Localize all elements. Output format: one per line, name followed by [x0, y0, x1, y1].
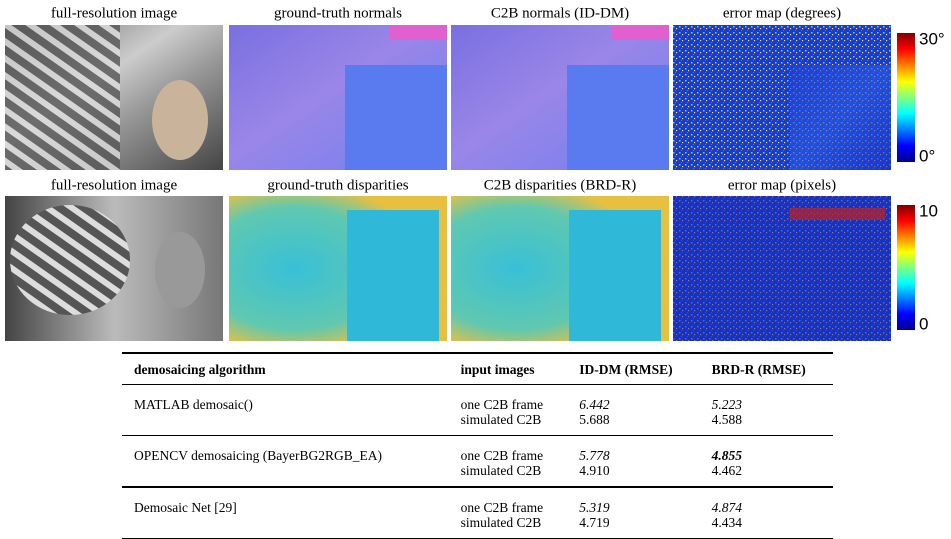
- disparity-card: [347, 210, 439, 341]
- normals-top: [390, 25, 447, 40]
- input-cell: one C2B frame: [449, 487, 568, 516]
- value-cell: 5.319: [567, 487, 699, 516]
- value-cell: 4.462: [700, 463, 833, 487]
- value-cell: 4.719: [567, 515, 699, 538]
- table-row: OPENCV demosaicing (BayerBG2RGB_EA)one C…: [122, 435, 833, 463]
- empty-cell: [122, 463, 449, 487]
- panel-caption: C2B normals (ID-DM): [491, 5, 629, 21]
- header-cell: ID-DM (RMSE): [567, 353, 699, 384]
- colorbar-min-label: 0: [919, 314, 928, 333]
- panel-caption: full-resolution image: [51, 177, 178, 193]
- disparity-card: [569, 210, 661, 341]
- face: [152, 80, 208, 160]
- hat-stripes: [10, 205, 130, 315]
- error-card: [790, 65, 891, 170]
- image-row-1: [5, 25, 915, 170]
- value-cell: 5.778: [567, 435, 699, 463]
- algorithm-cell: Demosaic Net [29]: [122, 487, 449, 516]
- empty-cell: [122, 412, 449, 435]
- value-cell: 4.855: [700, 435, 833, 463]
- panel-caption: full-resolution image: [51, 5, 178, 21]
- empty-cell: [122, 515, 449, 538]
- figure: full-resolution image ground-truth normal…: [0, 0, 951, 345]
- image-row-2: [5, 196, 915, 341]
- colorbar-max-label: 10: [919, 201, 938, 220]
- value-cell: 5.688: [567, 412, 699, 435]
- colorbar-min-label: 0°: [919, 146, 935, 165]
- input-cell: one C2B frame: [449, 384, 568, 412]
- header-cell: BRD-R (RMSE): [700, 353, 833, 384]
- header-cell: input images: [449, 353, 568, 384]
- value-cell: 4.910: [567, 463, 699, 487]
- normals-card: [345, 65, 447, 170]
- row-group: OPENCV demosaicing (BayerBG2RGB_EA)one C…: [122, 435, 833, 487]
- colorbar-max-label: 30°: [919, 29, 945, 48]
- value-cell: 4.874: [700, 487, 833, 516]
- page: full-resolution image ground-truth normal…: [0, 0, 951, 536]
- value-cell: 6.442: [567, 384, 699, 412]
- input-cell: one C2B frame: [449, 435, 568, 463]
- input-cell: simulated C2B: [449, 515, 568, 538]
- value-cell: 4.588: [700, 412, 833, 435]
- normals-top: [612, 25, 669, 40]
- normals-card: [567, 65, 669, 170]
- panel-caption: ground-truth normals: [274, 5, 402, 21]
- colorbar: [897, 205, 915, 330]
- value-cell: 5.223: [700, 384, 833, 412]
- panel-caption: ground-truth disparities: [267, 177, 408, 193]
- colorbar: [897, 33, 915, 162]
- panel-caption: error map (pixels): [728, 177, 836, 193]
- face: [155, 232, 205, 308]
- value-cell: 4.434: [700, 515, 833, 538]
- header-cell: demosaicing algorithm: [122, 353, 449, 384]
- input-cell: simulated C2B: [449, 463, 568, 487]
- error-edge: [790, 208, 885, 220]
- panel-caption: C2B disparities (BRD-R): [484, 177, 637, 193]
- panel-caption: error map (degrees): [723, 5, 841, 21]
- input-cell: simulated C2B: [449, 412, 568, 435]
- hat-stripes: [5, 25, 120, 170]
- algorithm-cell: MATLAB demosaic(): [122, 384, 449, 412]
- algorithm-cell: OPENCV demosaicing (BayerBG2RGB_EA): [122, 435, 449, 463]
